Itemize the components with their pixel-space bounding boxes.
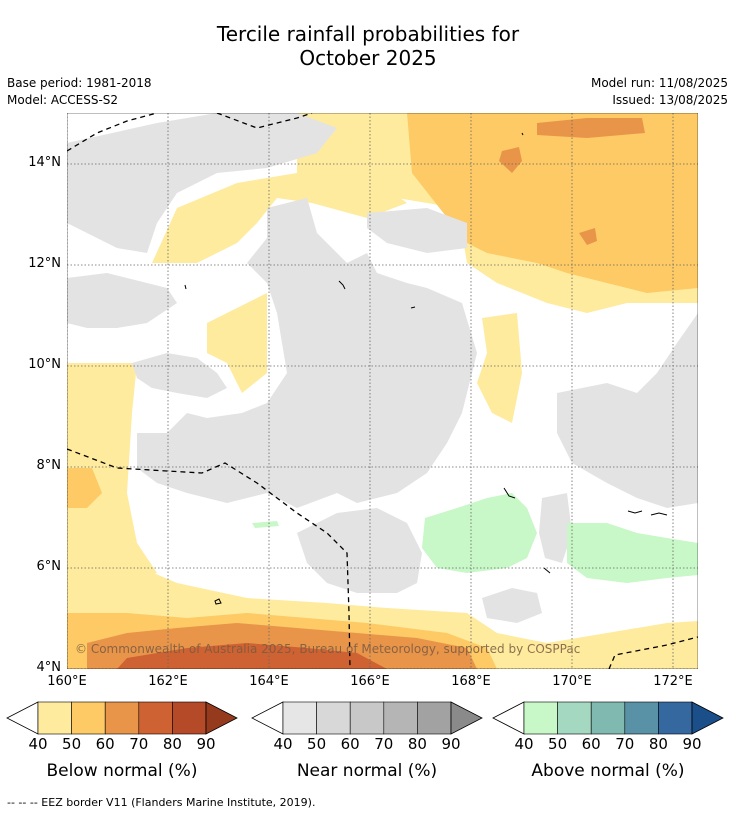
colorbar-tick-label: 70: [615, 735, 635, 753]
colorbar-label-below: Below normal (%): [46, 761, 198, 781]
colorbar-underflow-triangle: [492, 701, 525, 735]
colorbar-below-normal: [6, 701, 238, 735]
colorbar-tick-label: 90: [196, 735, 216, 753]
colorbar-ticks-below: 40 50 60 70 80 90: [6, 735, 238, 755]
region-below-40-patch-center: [207, 293, 267, 393]
model-name: Model: ACCESS-S2: [7, 93, 119, 107]
lat-tick-14: 14°N: [28, 155, 61, 170]
base-period: Base period: 1981-2018: [7, 76, 152, 90]
title-line-2: October 2025: [299, 46, 437, 70]
colorbar-label-above: Above normal (%): [531, 761, 685, 781]
lat-tick-12: 12°N: [28, 256, 61, 271]
lat-tick-10: 10°N: [28, 357, 61, 372]
colorbar-underflow-triangle: [251, 701, 284, 735]
colorbar-tick-label: 40: [514, 735, 534, 753]
colorbar-cell: [316, 701, 351, 735]
colorbar-label-near: Near normal (%): [296, 761, 438, 781]
eez-footer-note: -- -- -- EEZ border V11 (Flanders Marine…: [7, 796, 316, 809]
region-below-40-north: [152, 173, 407, 263]
colorbar-ticks-above: 40 50 60 70 80 90: [492, 735, 724, 755]
colorbar-tick-label: 70: [374, 735, 394, 753]
colorbar-tick-label: 60: [95, 735, 115, 753]
region-near-east-small: [539, 493, 572, 563]
region-below-60-north-3: [579, 228, 597, 245]
model-run: Model run: 11/08/2025: [590, 76, 728, 90]
colorbar-cell: [557, 701, 592, 735]
colorbar-overflow-triangle: [450, 701, 483, 735]
colorbar-cell: [37, 701, 72, 735]
colorbar-cell: [417, 701, 452, 735]
colorbar-cell: [138, 701, 173, 735]
colorbar-cell: [383, 701, 418, 735]
colorbar-cell: [71, 701, 106, 735]
region-above-40-small: [252, 521, 279, 528]
colorbar-overflow-triangle: [205, 701, 238, 735]
colorbar-cell: [104, 701, 140, 735]
colorbar-cell: [523, 701, 558, 735]
region-near-southcenter: [297, 508, 422, 593]
colorbar-cell: [172, 701, 207, 735]
region-below-40-west: [67, 363, 157, 583]
colorbar-tick-label: 60: [340, 735, 360, 753]
region-near-west: [67, 273, 177, 328]
region-below-70-south: [117, 643, 387, 669]
colorbar-tick-label: 80: [162, 735, 182, 753]
colorbar-tick-label: 80: [648, 735, 668, 753]
eez-borders: [67, 113, 698, 669]
colorbar-tick-label: 90: [441, 735, 461, 753]
region-near-west-middle: [132, 353, 227, 398]
colorbar-tick-label: 50: [307, 735, 327, 753]
lon-tick-172: 172°E: [653, 674, 693, 689]
colorbar-tick-label: 40: [28, 735, 48, 753]
rainfall-map: © Commonwealth of Australia 2025, Bureau…: [67, 113, 698, 669]
region-below-50-northeast: [407, 113, 698, 293]
colorbar-tick-label: 90: [682, 735, 702, 753]
colorbar-tick-label: 80: [407, 735, 427, 753]
colorbar-tick-label: 60: [581, 735, 601, 753]
grid-lines: [67, 113, 698, 669]
title-line-1: Tercile rainfall probabilities for: [216, 22, 520, 46]
colorbar-cell: [658, 701, 693, 735]
lat-tick-8: 8°N: [36, 458, 62, 473]
colorbar-cell: [590, 701, 626, 735]
colorbar-cell: [624, 701, 659, 735]
lon-tick-170: 170°E: [552, 674, 592, 689]
meta-left: Base period: 1981-2018 Model: ACCESS-S2: [7, 75, 152, 109]
colorbar-near-normal: [251, 701, 483, 735]
region-below-50-west: [67, 468, 102, 508]
islands: [184, 132, 668, 605]
colorbar-tick-label: 40: [273, 735, 293, 753]
lat-tick-6: 6°N: [36, 559, 62, 574]
issued-date: Issued: 13/08/2025: [612, 93, 728, 107]
region-below-40-patch-east: [477, 313, 522, 423]
lon-tick-164: 164°E: [249, 674, 289, 689]
region-near-north-center: [367, 208, 467, 253]
colorbar-underflow-triangle: [6, 701, 39, 735]
meta-right: Model run: 11/08/2025 Issued: 13/08/2025: [591, 75, 728, 109]
colorbar-ticks-near: 40 50 60 70 80 90: [251, 735, 483, 755]
colorbar-cell: [349, 701, 385, 735]
colorbar-cell: [282, 701, 317, 735]
region-above-40-center: [422, 493, 537, 573]
colorbar-tick-label: 50: [548, 735, 568, 753]
colorbar-tick-label: 50: [62, 735, 82, 753]
region-below-60-north-2: [499, 147, 522, 173]
region-near-east: [557, 313, 698, 508]
region-near-center-big: [137, 198, 477, 508]
colorbar-tick-label: 70: [129, 735, 149, 753]
region-near-north-west: [67, 113, 337, 253]
region-below-60-north-1: [537, 118, 645, 138]
colorbar-above-normal: [492, 701, 724, 735]
lon-tick-168: 168°E: [451, 674, 491, 689]
copyright-watermark: © Commonwealth of Australia 2025, Bureau…: [75, 642, 580, 656]
lon-tick-160: 160°E: [47, 674, 87, 689]
lat-tick-4: 4°N: [36, 660, 62, 675]
lon-tick-162: 162°E: [148, 674, 188, 689]
region-near-southeast: [482, 588, 542, 623]
lon-tick-166: 166°E: [350, 674, 390, 689]
colorbar-overflow-triangle: [691, 701, 724, 735]
